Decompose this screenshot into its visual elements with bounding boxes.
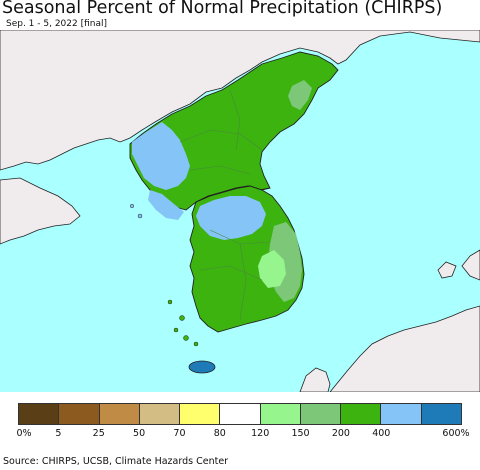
precipitation-map xyxy=(0,30,480,392)
legend-swatch-8 xyxy=(341,404,382,424)
shandong-peninsula xyxy=(0,177,81,245)
legend-swatch-3 xyxy=(139,404,181,424)
legend-tick-label: 25 xyxy=(92,428,105,439)
inter-korean-border xyxy=(195,185,271,203)
legend-tick-label: 70 xyxy=(173,428,186,439)
legend-tick-label: 0% xyxy=(16,428,32,439)
legend-swatch-1 xyxy=(59,404,100,424)
mainland-china-russia xyxy=(0,30,480,171)
legend-swatch-5 xyxy=(220,404,261,424)
legend-colorbar xyxy=(18,403,462,425)
legend-tick-label: 50 xyxy=(133,428,146,439)
japan-honshu-coast xyxy=(461,249,480,281)
jeju-island xyxy=(188,360,216,374)
wet-area-west-coast xyxy=(148,190,184,220)
legend-swatch-6 xyxy=(260,404,301,424)
legend-swatch-7 xyxy=(300,404,342,424)
legend-tick-label: 150 xyxy=(291,428,310,439)
legend-swatch-9 xyxy=(381,404,422,424)
island xyxy=(137,213,143,219)
legend-swatch-10 xyxy=(421,404,461,424)
island xyxy=(193,341,199,347)
island xyxy=(173,327,179,333)
japan-island-kyushu xyxy=(299,367,331,392)
legend-tick-label: 5 xyxy=(55,428,62,439)
legend-tick-labels: 0% 5 25 50 70 80 120 150 200 400 600% xyxy=(0,428,480,442)
legend-tick-label: 120 xyxy=(251,428,270,439)
island xyxy=(183,335,189,341)
wet-area-central xyxy=(196,196,266,240)
moderate-area-north xyxy=(288,80,312,110)
legend-swatch-4 xyxy=(180,404,221,424)
legend-swatch-0 xyxy=(19,404,60,424)
japan-landmass xyxy=(329,305,480,392)
moderate-area-spots xyxy=(258,250,286,288)
island xyxy=(167,299,173,305)
legend-swatch-2 xyxy=(99,404,140,424)
legend-tick-label: 200 xyxy=(331,428,350,439)
japan-honshu-north xyxy=(437,261,457,279)
province-boundaries xyxy=(179,89,271,321)
legend-tick-label: 600% xyxy=(442,428,470,439)
wet-area-northwest xyxy=(132,122,190,190)
island xyxy=(179,315,185,321)
map-subtitle: Sep. 1 - 5, 2022 [final] xyxy=(6,19,108,29)
legend-tick-label: 400 xyxy=(372,428,391,439)
legend-tick-label: 80 xyxy=(213,428,226,439)
map-title: Seasonal Percent of Normal Precipitation… xyxy=(2,0,443,18)
island xyxy=(129,203,135,209)
source-credit: Source: CHIRPS, UCSB, Climate Hazards Ce… xyxy=(3,456,229,467)
